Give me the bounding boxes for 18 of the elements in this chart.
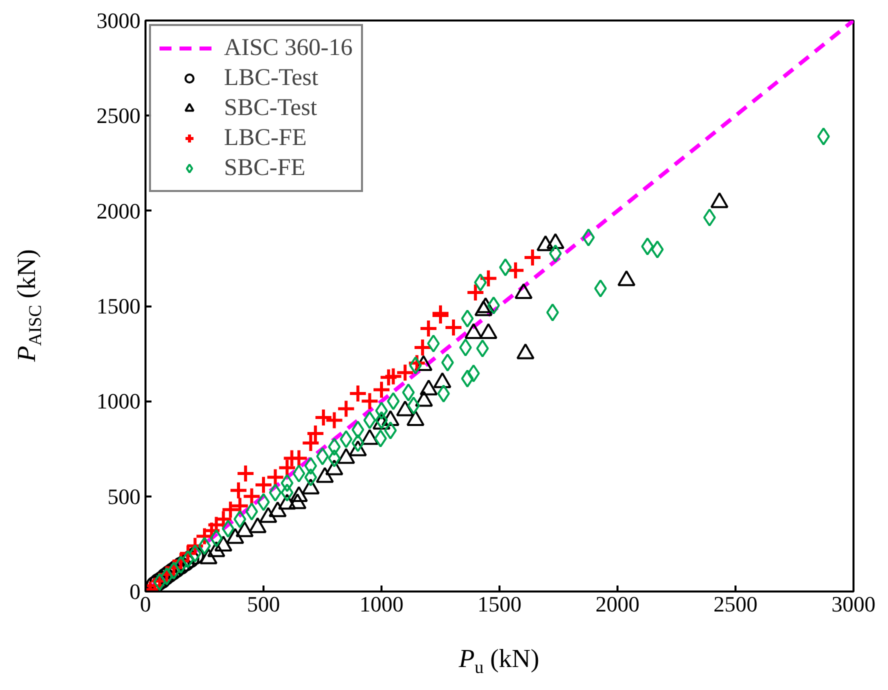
- y-tick-label: 2500: [96, 103, 140, 128]
- legend-label: SBC-Test: [224, 94, 317, 122]
- x-tick-label: 2000: [596, 592, 640, 616]
- y-tick-label: 1500: [96, 294, 140, 318]
- x-tick-label: 1500: [478, 592, 522, 616]
- legend-label: SBC-FE: [224, 154, 306, 182]
- legend-label: LBC-FE: [224, 124, 307, 152]
- x-tick-label: 500: [247, 592, 280, 616]
- y-tick-label: 3000: [96, 8, 140, 33]
- y-tick-label: 1000: [96, 388, 140, 414]
- x-tick-label: 3000: [832, 592, 876, 616]
- legend-label: AISC 360-16: [224, 34, 353, 62]
- x-tick-label: 1000: [360, 592, 404, 616]
- y-tick-label: 500: [108, 484, 140, 509]
- legend-label: LBC-Test: [224, 64, 318, 92]
- y-tick-label: 2000: [96, 198, 140, 224]
- x-axis-title: P$_{u}$ (kN): [458, 643, 540, 680]
- x-tick-label: 2500: [714, 592, 758, 616]
